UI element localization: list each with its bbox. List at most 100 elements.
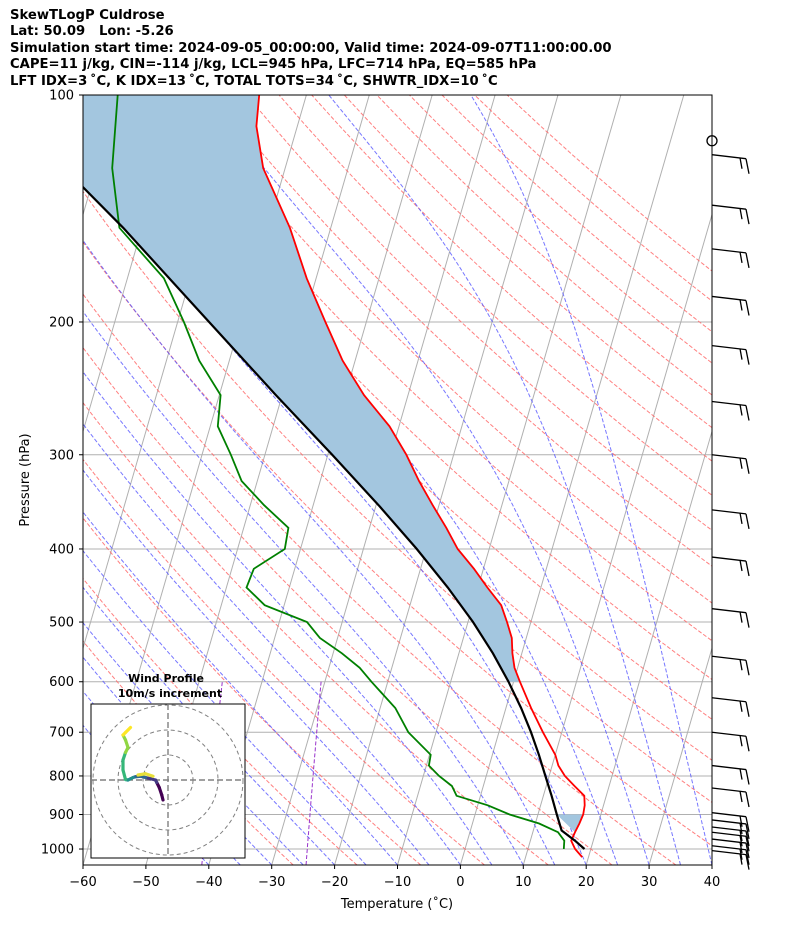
hodograph-title: Wind Profile	[128, 672, 204, 685]
wind-barb-flag	[745, 458, 750, 474]
wind-barb-flag	[745, 252, 750, 269]
isotherm-line	[585, 429, 712, 865]
wind-barb-flag	[739, 457, 743, 469]
wind-barb-flag	[739, 815, 743, 827]
wind-barb-flag	[739, 611, 743, 623]
x-tick-label: −40	[195, 875, 222, 890]
indices-line-1: CAPE=11 j/kg, CIN=-114 j/kg, LCL=945 hPa…	[10, 57, 537, 73]
wind-barb-flag	[739, 659, 743, 671]
wind-barb-flag	[739, 157, 743, 169]
dry-adiabat	[441, 95, 712, 333]
x-tick-label: 10	[515, 875, 532, 890]
y-tick-label: 300	[49, 448, 74, 463]
wind-barbs	[706, 135, 750, 870]
y-axis-label: Pressure (hPa)	[18, 433, 33, 526]
wind-barb-flag	[745, 209, 750, 225]
wind-barb-flag	[739, 768, 743, 780]
moist-adiabat	[83, 549, 367, 865]
wind-barb-flag	[739, 208, 743, 220]
wind-barb-staff	[711, 787, 747, 793]
data-layer	[83, 95, 586, 858]
title-line: SkewTLogP Culdrose	[10, 8, 165, 23]
wind-barb-flag	[745, 849, 750, 865]
moist-adiabat	[470, 95, 712, 865]
wind-barb-flag	[739, 841, 743, 854]
dry-adiabat	[181, 95, 712, 604]
axis-layer: −60 −50 −40 −30 −20 −10 0 10 20 30 40 100 200 300 400 5…	[41, 89, 720, 891]
wind-barb-staff	[711, 556, 747, 562]
wind-barb-flag	[745, 349, 750, 365]
wind-barb-staff	[711, 204, 747, 210]
dry-adiabat	[83, 190, 712, 803]
wind-barb-flag	[745, 791, 750, 808]
wind-barb-staff	[711, 248, 747, 254]
mixing-ratio-line	[305, 681, 322, 865]
moist-adiabat	[83, 310, 524, 865]
wind-barb-flag	[745, 612, 750, 628]
wind-barb-staff	[711, 764, 747, 771]
time-line: Simulation start time: 2024-09-05_00:00:…	[10, 40, 612, 56]
dry-adiabat	[83, 640, 294, 865]
wind-barb-flag	[745, 854, 750, 870]
wind-barb-flag	[745, 769, 750, 785]
wind-barb-flag	[745, 701, 750, 717]
wind-barb-flag	[745, 158, 750, 174]
dry-adiabat	[83, 458, 485, 865]
moist-adiabat	[83, 586, 335, 865]
wind-barb-flag	[745, 830, 750, 847]
dry-adiabat	[83, 401, 549, 865]
x-tick-label: 20	[578, 875, 595, 890]
y-tick-label: 100	[49, 89, 74, 104]
wind-barb-flag	[739, 735, 743, 747]
wind-barb-flag	[739, 835, 743, 847]
wind-barb-flag	[739, 822, 743, 835]
wind-barb-flag	[739, 251, 743, 264]
wind-barb-flag	[739, 790, 743, 803]
wind-barb-flag	[739, 700, 743, 712]
calm-wind-marker	[706, 135, 718, 147]
x-tick-label: −30	[258, 875, 285, 890]
x-tick-label: −50	[132, 875, 159, 890]
dewpoint-line	[111, 95, 566, 850]
x-axis-label: Temperature (˚C)	[340, 896, 453, 912]
wind-barb-flag	[739, 559, 743, 572]
wind-barb-flag	[745, 300, 750, 316]
isotherm-line	[648, 646, 712, 865]
wind-barb-flag	[739, 348, 743, 360]
x-tick-label: 30	[641, 875, 658, 890]
dry-adiabat	[115, 95, 712, 681]
wind-barb-flag	[739, 404, 743, 416]
y-tick-label: 900	[49, 808, 74, 823]
wind-barb-staff	[711, 812, 747, 818]
moist-adiabat	[83, 469, 430, 865]
dry-adiabat	[246, 95, 712, 531]
temperature-line	[255, 95, 586, 858]
dry-adiabat	[83, 95, 712, 720]
y-tick-label: 500	[49, 616, 74, 631]
wind-barb-flag	[745, 842, 750, 859]
wind-barb-staff	[711, 697, 747, 703]
dry-adiabat	[83, 577, 358, 865]
y-tick-label: 700	[49, 726, 74, 741]
wind-barb-staff	[711, 154, 747, 160]
wind-barb-staff	[711, 509, 747, 515]
x-tick-label: 40	[704, 875, 721, 890]
moist-adiabat	[83, 621, 304, 865]
isotherm-line	[522, 212, 712, 865]
wind-barb-flag	[739, 829, 743, 842]
hodograph-plot	[91, 704, 245, 858]
hodograph-segment	[143, 772, 155, 778]
dry-adiabat	[83, 346, 613, 865]
isotherm-line	[459, 95, 685, 865]
x-tick-label: 0	[456, 875, 464, 890]
dry-adiabat	[83, 241, 712, 847]
moist-adiabat	[83, 423, 461, 865]
wind-barb-staff	[711, 731, 747, 737]
wind-barb-flag	[745, 513, 750, 530]
wind-barb-staff	[711, 608, 747, 614]
dry-adiabat	[148, 95, 712, 642]
grid-layer	[83, 95, 794, 865]
x-tick-label: −10	[384, 875, 411, 890]
isotherm-line	[775, 95, 794, 865]
location-line: Lat: 50.09 Lon: -5.26	[10, 24, 174, 40]
